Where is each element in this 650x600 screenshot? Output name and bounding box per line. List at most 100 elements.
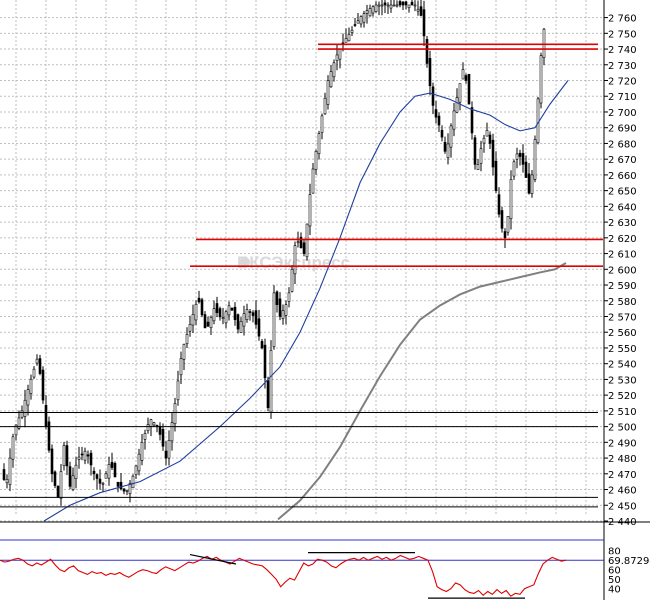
price-tick-label: 2 530 <box>608 375 637 386</box>
candle-body <box>224 311 228 324</box>
candle-body <box>203 314 207 329</box>
candle-body <box>65 445 69 467</box>
moving-average-long <box>277 262 567 521</box>
price-tick-label: 2 480 <box>608 454 637 465</box>
candle-body <box>128 482 132 495</box>
candle-body <box>152 422 156 426</box>
candle-body <box>401 1 405 6</box>
candle-body <box>437 115 441 126</box>
candle-body <box>419 6 423 16</box>
price-tick-label: 2 460 <box>608 486 637 497</box>
candle-body <box>125 490 129 492</box>
candle-body <box>491 139 495 168</box>
candle-body <box>371 6 375 14</box>
candle-body <box>395 4 399 7</box>
candle-body <box>248 311 252 313</box>
candle-body <box>230 307 234 311</box>
rsi-line <box>0 554 567 597</box>
candle-body <box>464 75 468 81</box>
candle-body <box>458 83 462 103</box>
candle-body <box>260 341 264 349</box>
candle-body <box>29 378 33 394</box>
candle-body <box>452 110 456 130</box>
candle-body <box>134 465 138 475</box>
candle-body <box>323 97 327 115</box>
price-tick-label: 2 650 <box>608 187 637 198</box>
price-tick-label: 2 740 <box>608 45 637 56</box>
price-tick-label: 2 660 <box>608 171 637 182</box>
candle-body <box>194 303 198 321</box>
price-tick-label: 2 610 <box>608 250 637 261</box>
candle-body <box>104 473 108 479</box>
rsi-current-value-box <box>605 554 650 567</box>
candle-body <box>536 98 540 144</box>
candle-body <box>41 369 45 401</box>
candle-body <box>47 421 51 451</box>
candle-body <box>518 152 522 157</box>
candle-body <box>257 318 261 337</box>
candle-body <box>533 139 537 180</box>
candles <box>2 0 546 506</box>
price-tick-label: 2 590 <box>608 281 637 292</box>
overlays <box>0 43 603 522</box>
candle-body <box>77 456 81 460</box>
candle-body <box>512 161 516 177</box>
rsi-tick-label: 80 <box>608 547 621 558</box>
candle-body <box>368 8 372 17</box>
candle-body <box>170 422 174 442</box>
price-tick-label: 2 570 <box>608 312 637 323</box>
candle-body <box>62 445 66 467</box>
candle-body <box>449 125 453 148</box>
candle-body <box>374 4 378 12</box>
candle-body <box>44 405 48 427</box>
price-tick-label: 2 510 <box>608 407 637 418</box>
candle-body <box>299 236 303 248</box>
candle-body <box>110 462 114 468</box>
watermark-logo-icon <box>240 257 250 267</box>
candle-body <box>263 344 267 379</box>
candle-body <box>353 24 357 26</box>
candle-body <box>479 148 483 164</box>
price-tick-label: 2 600 <box>608 265 637 276</box>
candle-body <box>455 97 459 113</box>
price-tick-label: 2 540 <box>608 360 637 371</box>
candle-body <box>50 448 54 475</box>
candle-body <box>116 481 120 487</box>
price-tick-label: 2 630 <box>608 218 637 229</box>
candle-body <box>155 424 159 427</box>
candle-body <box>461 69 465 80</box>
candle-body <box>338 48 342 60</box>
candle-body <box>482 137 486 144</box>
candle-body <box>107 464 111 479</box>
candle-body <box>428 58 432 87</box>
candle-body <box>362 13 366 23</box>
candle-body <box>233 306 237 320</box>
candle-body <box>473 137 477 165</box>
price-tick-label: 2 580 <box>608 297 637 308</box>
candle-body <box>86 454 90 457</box>
candle-body <box>119 481 123 490</box>
candle-body <box>272 292 276 347</box>
candle-body <box>80 453 84 456</box>
candle-body <box>515 153 519 160</box>
candle-body <box>173 403 177 425</box>
candle-body <box>386 4 390 7</box>
candle-body <box>251 312 255 316</box>
candle-body <box>176 380 180 401</box>
candle-body <box>164 450 168 459</box>
candle-body <box>200 299 204 316</box>
candle-body <box>122 488 126 492</box>
candle-body <box>179 358 183 376</box>
candle-body <box>113 463 117 478</box>
candle-body <box>398 1 402 6</box>
price-tick-label: 2 700 <box>608 108 637 119</box>
candle-body <box>308 194 312 227</box>
candle-body <box>500 210 504 229</box>
candle-body <box>290 268 294 292</box>
candle-body <box>305 223 309 258</box>
rsi-trendline <box>189 553 237 565</box>
candle-body <box>89 452 93 466</box>
price-tick-label: 2 720 <box>608 77 637 88</box>
candle-body <box>8 457 12 485</box>
candle-body <box>191 314 195 326</box>
